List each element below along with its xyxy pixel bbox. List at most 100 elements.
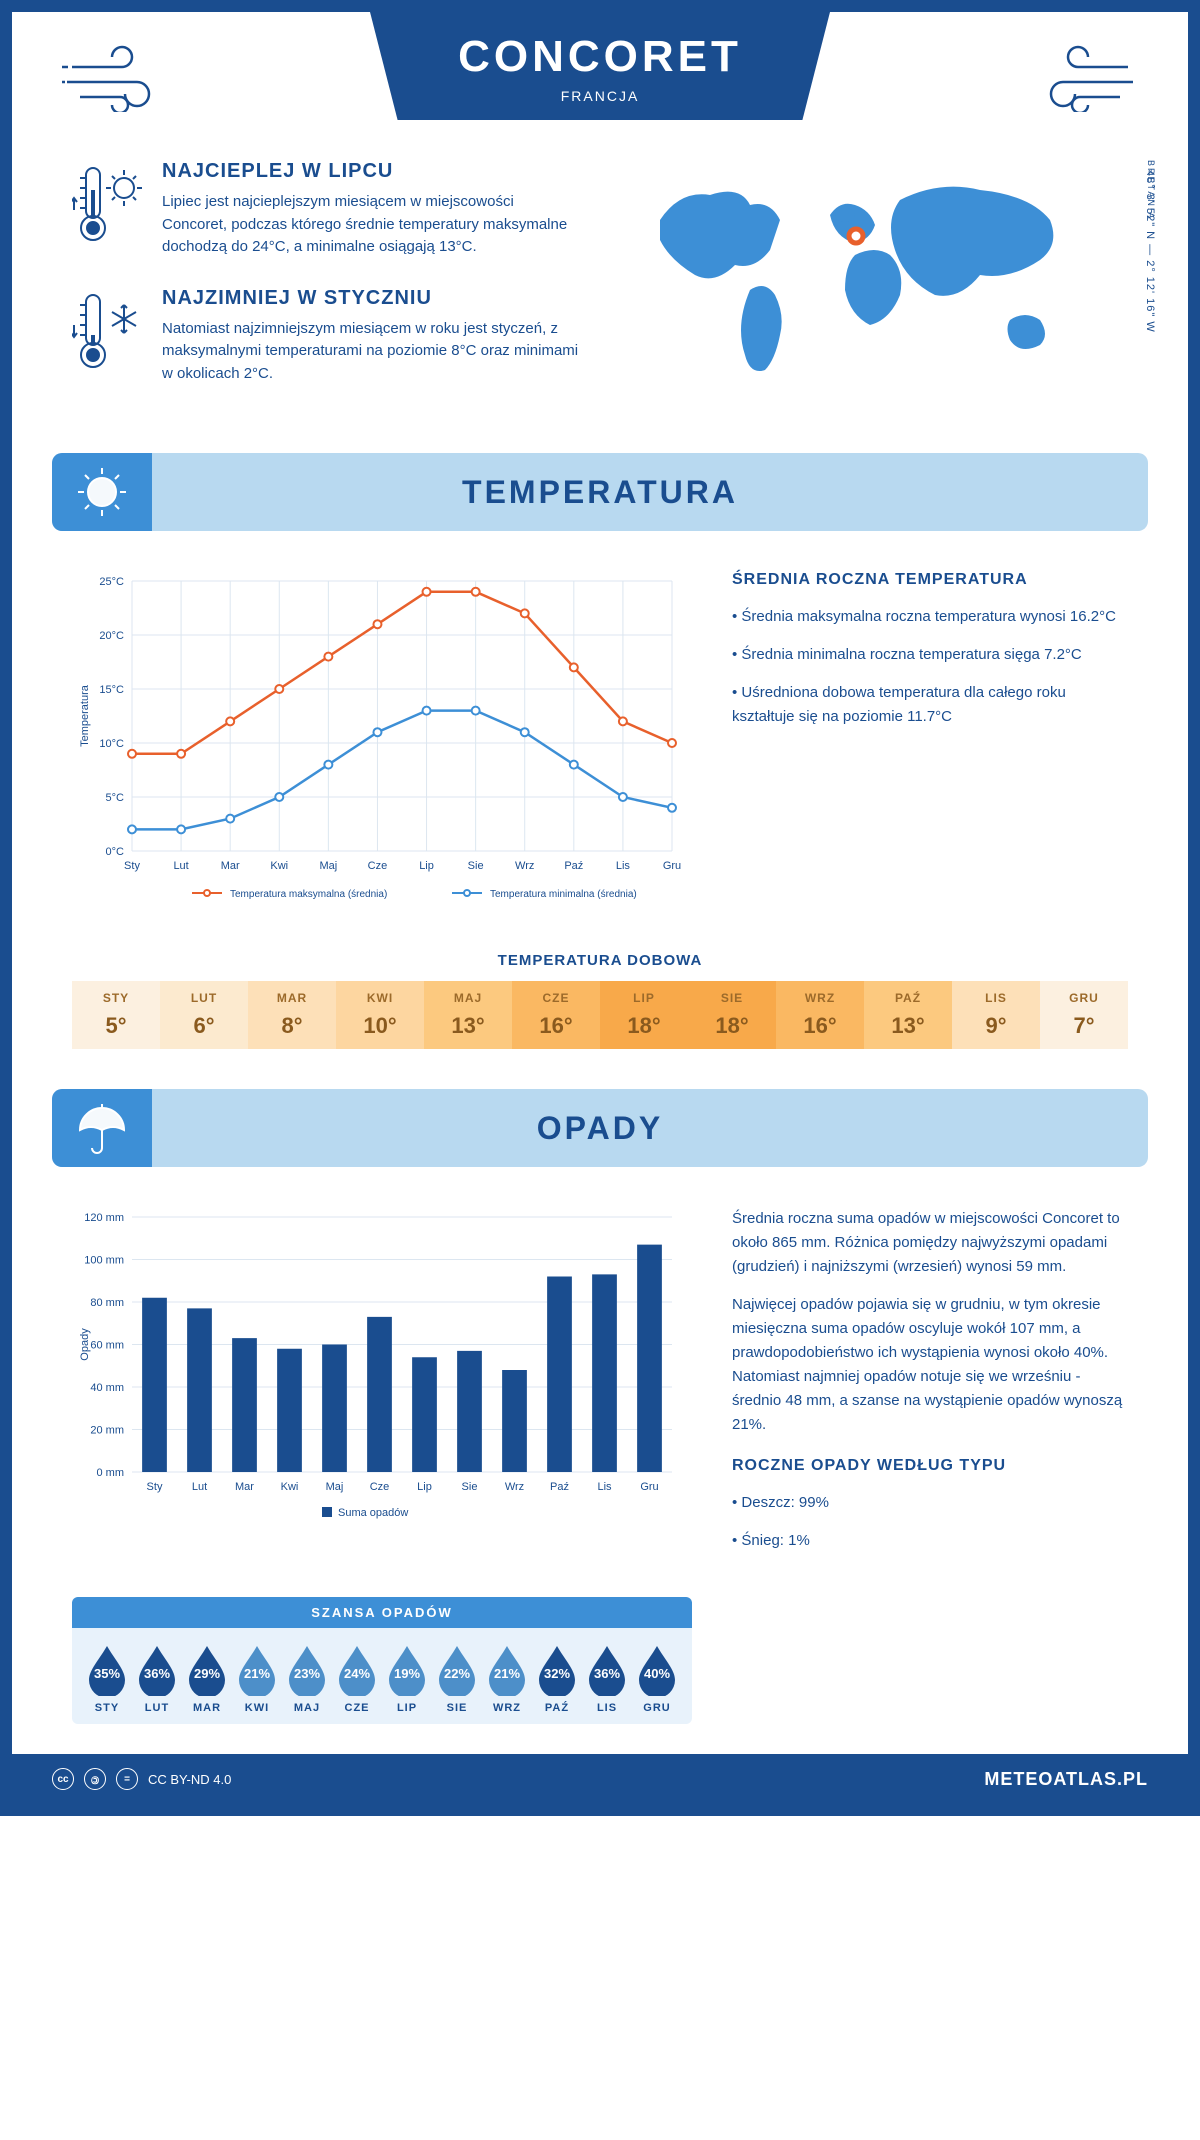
daily-cell: STY5° xyxy=(72,981,160,1049)
precipitation-chart: 0 mm20 mm40 mm60 mm80 mm100 mm120 mmOpad… xyxy=(72,1207,692,1567)
sun-icon xyxy=(52,453,152,531)
svg-text:Paź: Paź xyxy=(550,1481,569,1493)
svg-text:Lut: Lut xyxy=(173,860,188,872)
warmest-text: Lipiec jest najcieplejszym miesiącem w m… xyxy=(162,191,580,259)
daily-cell: CZE16° xyxy=(512,981,600,1049)
precip-text-1: Średnia roczna suma opadów w miejscowośc… xyxy=(732,1207,1128,1279)
daily-cell: LIP18° xyxy=(600,981,688,1049)
svg-text:40 mm: 40 mm xyxy=(90,1382,124,1394)
wind-icon-right xyxy=(1018,42,1138,117)
svg-text:Lis: Lis xyxy=(597,1481,612,1493)
wind-icon-left xyxy=(62,42,182,117)
precipitation-chance: SZANSA OPADÓW 35%STY36%LUT29%MAR21%KWI23… xyxy=(72,1597,692,1724)
footer: cc 🄯 = CC BY-ND 4.0 METEOATLAS.PL xyxy=(12,1754,1188,1804)
nd-icon: = xyxy=(116,1768,138,1790)
title-banner: CONCORET FRANCJA xyxy=(370,12,830,120)
svg-text:Maj: Maj xyxy=(326,1481,344,1493)
chance-drop: 32%PAŹ xyxy=(535,1642,579,1714)
svg-text:Opady: Opady xyxy=(79,1328,91,1361)
svg-text:Wrz: Wrz xyxy=(505,1481,524,1493)
world-map: BRETANIA 48° 3' 52" N — 2° 12' 16" W xyxy=(620,160,1128,413)
svg-text:Maj: Maj xyxy=(319,860,337,872)
warmest-fact: NAJCIEPLEJ W LIPCU Lipiec jest najcieple… xyxy=(72,160,580,259)
svg-text:0°C: 0°C xyxy=(106,846,125,858)
daily-cell: LUT6° xyxy=(160,981,248,1049)
precip-type-1: • Śnieg: 1% xyxy=(732,1529,1128,1553)
svg-text:Lip: Lip xyxy=(419,860,434,872)
header: CONCORET FRANCJA xyxy=(12,12,1188,140)
svg-text:Temperatura: Temperatura xyxy=(79,684,91,747)
chance-drop: 29%MAR xyxy=(185,1642,229,1714)
temperature-title: TEMPERATURA xyxy=(462,474,738,511)
avg-bullet-1: • Średnia minimalna roczna temperatura s… xyxy=(732,643,1128,667)
svg-text:Mar: Mar xyxy=(221,860,240,872)
chance-drop: 36%LUT xyxy=(135,1642,179,1714)
svg-text:100 mm: 100 mm xyxy=(84,1255,124,1267)
svg-text:Sie: Sie xyxy=(462,1481,478,1493)
temperature-text: ŚREDNIA ROCZNA TEMPERATURA • Średnia mak… xyxy=(732,571,1128,916)
umbrella-icon xyxy=(52,1089,152,1167)
svg-text:Temperatura minimalna (średnia: Temperatura minimalna (średnia) xyxy=(490,889,637,900)
svg-text:Lut: Lut xyxy=(192,1481,207,1493)
avg-bullet-2: • Uśredniona dobowa temperatura dla całe… xyxy=(732,681,1128,729)
chance-drop: 36%LIS xyxy=(585,1642,629,1714)
svg-text:80 mm: 80 mm xyxy=(90,1297,124,1309)
svg-text:20 mm: 20 mm xyxy=(90,1425,124,1437)
coldest-text: Natomiast najzimniejszym miesiącem w rok… xyxy=(162,318,580,386)
chance-drop: 21%WRZ xyxy=(485,1642,529,1714)
intro-facts: NAJCIEPLEJ W LIPCU Lipiec jest najcieple… xyxy=(72,160,580,413)
daily-cell: WRZ16° xyxy=(776,981,864,1049)
svg-text:Wrz: Wrz xyxy=(515,860,534,872)
location-title: CONCORET xyxy=(370,32,830,82)
daily-cell: PAŹ13° xyxy=(864,981,952,1049)
chance-drop: 40%GRU xyxy=(635,1642,679,1714)
precipitation-body: 0 mm20 mm40 mm60 mm80 mm100 mm120 mmOpad… xyxy=(12,1177,1188,1587)
warmest-title: NAJCIEPLEJ W LIPCU xyxy=(162,160,580,183)
thermometer-snow-icon xyxy=(72,287,144,386)
svg-text:Lis: Lis xyxy=(616,860,631,872)
infographic-page: CONCORET FRANCJA NAJCIEPLEJ W LIPCU xyxy=(0,0,1200,1816)
thermometer-sun-icon xyxy=(72,160,144,259)
precip-text-2: Najwięcej opadów pojawia się w grudniu, … xyxy=(732,1293,1128,1437)
svg-text:Temperatura maksymalna (średni: Temperatura maksymalna (średnia) xyxy=(230,889,387,900)
precipitation-section-header: OPADY xyxy=(52,1089,1148,1167)
daily-cell: MAJ13° xyxy=(424,981,512,1049)
svg-text:Cze: Cze xyxy=(368,860,388,872)
svg-text:Kwi: Kwi xyxy=(281,1481,299,1493)
precipitation-title: OPADY xyxy=(537,1110,663,1147)
svg-text:25°C: 25°C xyxy=(99,576,124,588)
temperature-chart: 0°C5°C10°C15°C20°C25°CStyLutMarKwiMajCze… xyxy=(72,571,692,916)
svg-text:0 mm: 0 mm xyxy=(97,1467,125,1479)
svg-text:20°C: 20°C xyxy=(99,630,124,642)
avg-bullet-0: • Średnia maksymalna roczna temperatura … xyxy=(732,605,1128,629)
coldest-title: NAJZIMNIEJ W STYCZNIU xyxy=(162,287,580,310)
license-text: CC BY-ND 4.0 xyxy=(148,1772,231,1787)
chance-drop: 23%MAJ xyxy=(285,1642,329,1714)
temperature-body: 0°C5°C10°C15°C20°C25°CStyLutMarKwiMajCze… xyxy=(12,541,1188,936)
avg-temp-title: ŚREDNIA ROCZNA TEMPERATURA xyxy=(732,571,1128,589)
cc-icon: cc xyxy=(52,1768,74,1790)
svg-text:Sty: Sty xyxy=(147,1481,163,1493)
svg-text:Gru: Gru xyxy=(663,860,681,872)
chance-title: SZANSA OPADÓW xyxy=(72,1597,692,1628)
svg-text:Paź: Paź xyxy=(564,860,583,872)
chance-drop: 22%SIE xyxy=(435,1642,479,1714)
daily-temp-row: STY5°LUT6°MAR8°KWI10°MAJ13°CZE16°LIP18°S… xyxy=(72,981,1128,1049)
svg-text:10°C: 10°C xyxy=(99,738,124,750)
svg-text:Gru: Gru xyxy=(640,1481,658,1493)
precipitation-text: Średnia roczna suma opadów w miejscowośc… xyxy=(732,1207,1128,1567)
license-info: cc 🄯 = CC BY-ND 4.0 xyxy=(52,1768,231,1790)
precip-type-title: ROCZNE OPADY WEDŁUG TYPU xyxy=(732,1457,1128,1475)
chance-drop: 24%CZE xyxy=(335,1642,379,1714)
svg-text:15°C: 15°C xyxy=(99,684,124,696)
daily-temp-title: TEMPERATURA DOBOWA xyxy=(12,952,1188,969)
chance-drop: 19%LIP xyxy=(385,1642,429,1714)
daily-cell: LIS9° xyxy=(952,981,1040,1049)
svg-text:Mar: Mar xyxy=(235,1481,254,1493)
by-icon: 🄯 xyxy=(84,1768,106,1790)
svg-text:Suma opadów: Suma opadów xyxy=(338,1507,408,1519)
intro-section: NAJCIEPLEJ W LIPCU Lipiec jest najcieple… xyxy=(12,140,1188,443)
daily-cell: GRU7° xyxy=(1040,981,1128,1049)
svg-text:Lip: Lip xyxy=(417,1481,432,1493)
daily-cell: MAR8° xyxy=(248,981,336,1049)
